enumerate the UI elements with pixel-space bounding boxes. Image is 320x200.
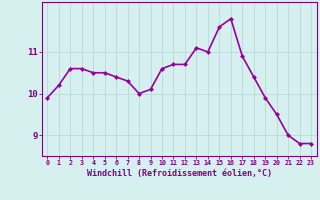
X-axis label: Windchill (Refroidissement éolien,°C): Windchill (Refroidissement éolien,°C) xyxy=(87,169,272,178)
